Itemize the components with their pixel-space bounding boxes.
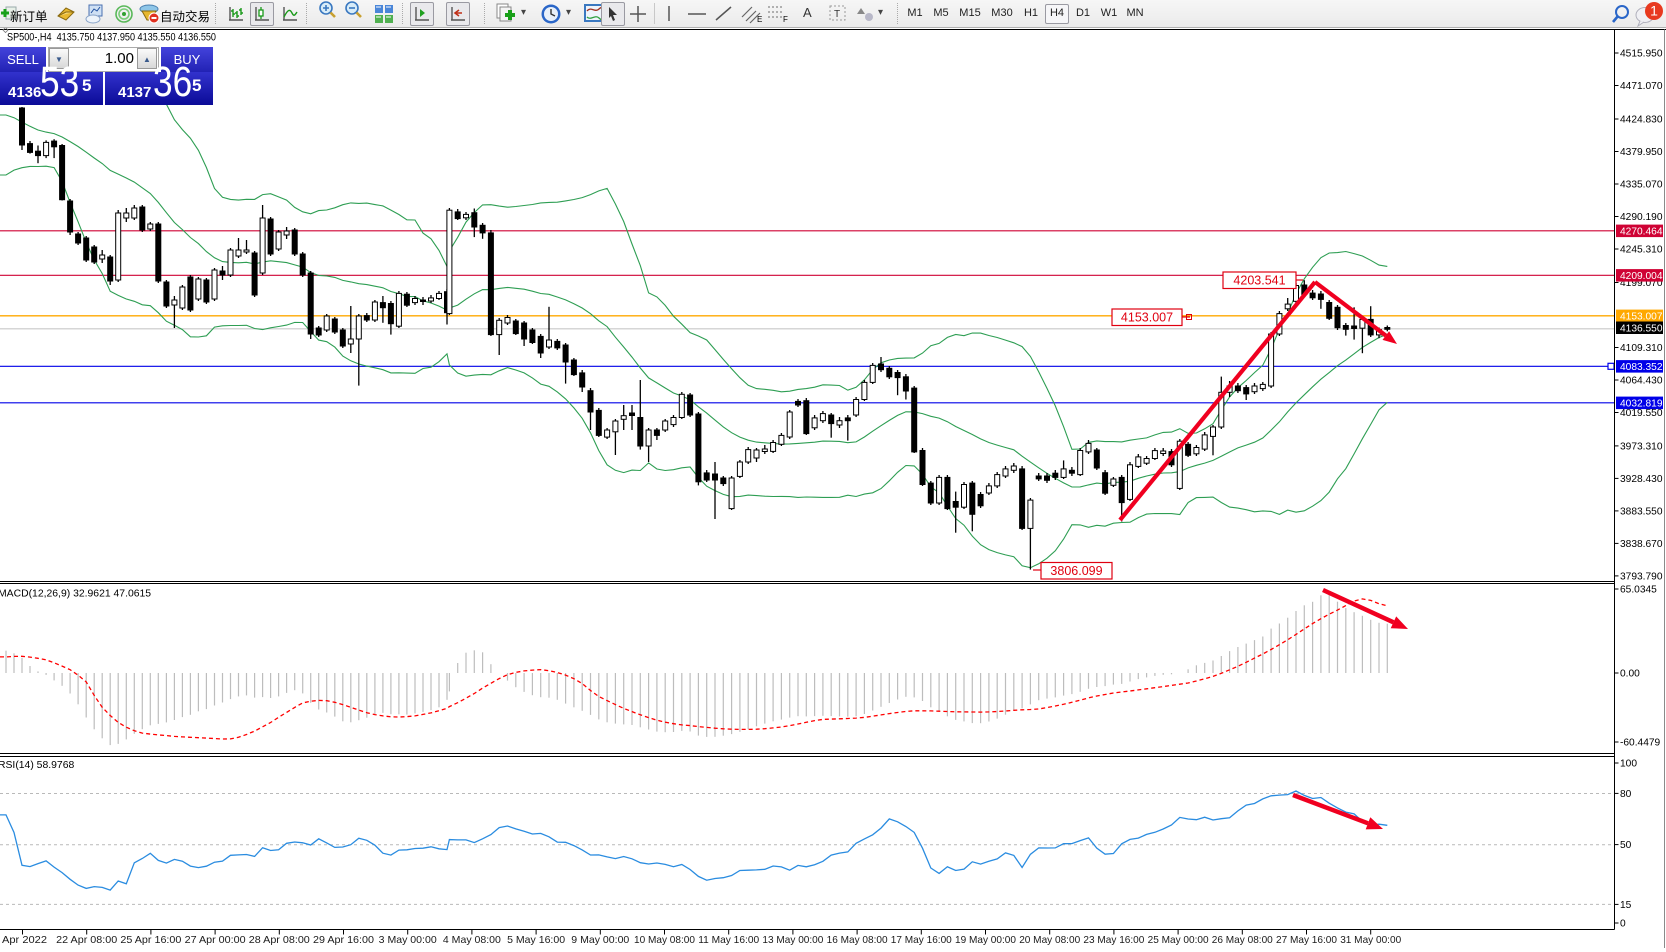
svg-text:0: 0 — [1620, 919, 1626, 930]
svg-text:4136.550: 4136.550 — [1620, 323, 1663, 334]
svg-text:4032.819: 4032.819 — [1620, 398, 1663, 409]
svg-text:28 Apr 08:00: 28 Apr 08:00 — [249, 934, 310, 946]
svg-text:3 May 00:00: 3 May 00:00 — [379, 934, 437, 946]
svg-text:Apr 2022: Apr 2022 — [2, 934, 47, 946]
svg-text:25 Apr 16:00: 25 Apr 16:00 — [120, 934, 181, 946]
svg-text:3973.310: 3973.310 — [1620, 442, 1663, 453]
svg-text:4335.070: 4335.070 — [1620, 180, 1663, 191]
svg-text:0.00: 0.00 — [1620, 669, 1640, 680]
svg-text:16 May 08:00: 16 May 08:00 — [827, 934, 888, 946]
svg-text:SP500-,H4 4135.750 4137.950 4: SP500-,H4 4135.750 4137.950 4135.550 413… — [7, 32, 216, 44]
svg-text:T: T — [834, 9, 840, 20]
svg-text:4270.464: 4270.464 — [1620, 226, 1663, 237]
svg-text:27 May 16:00: 27 May 16:00 — [1276, 934, 1337, 946]
svg-text:27 Apr 00:00: 27 Apr 00:00 — [185, 934, 246, 946]
svg-text:4083.352: 4083.352 — [1620, 362, 1663, 373]
svg-text:22 Apr 08:00: 22 Apr 08:00 — [56, 934, 117, 946]
svg-text:4203.541: 4203.541 — [1233, 274, 1285, 288]
svg-text:RSI(14) 58.9768: RSI(14) 58.9768 — [0, 760, 74, 771]
svg-text:4424.830: 4424.830 — [1620, 115, 1663, 126]
svg-text:4290.190: 4290.190 — [1620, 212, 1663, 223]
svg-text:50: 50 — [1620, 840, 1632, 851]
svg-text:4 May 08:00: 4 May 08:00 — [443, 934, 501, 946]
svg-text:4245.310: 4245.310 — [1620, 245, 1663, 256]
svg-text:F: F — [783, 15, 788, 24]
svg-text:3928.430: 3928.430 — [1620, 474, 1663, 485]
svg-text:-60.4479: -60.4479 — [1620, 738, 1661, 749]
svg-text:1: 1 — [1650, 3, 1658, 19]
svg-text:23 May 16:00: 23 May 16:00 — [1083, 934, 1144, 946]
svg-text:100: 100 — [1620, 759, 1637, 770]
svg-text:19 May 00:00: 19 May 00:00 — [955, 934, 1016, 946]
svg-text:4064.430: 4064.430 — [1620, 376, 1663, 387]
svg-text:3883.550: 3883.550 — [1620, 507, 1663, 518]
svg-text:31 May 00:00: 31 May 00:00 — [1340, 934, 1401, 946]
svg-text:4379.950: 4379.950 — [1620, 147, 1663, 158]
svg-text:9 May 00:00: 9 May 00:00 — [571, 934, 629, 946]
svg-text:15: 15 — [1620, 900, 1632, 911]
svg-text:25 May 00:00: 25 May 00:00 — [1148, 934, 1209, 946]
svg-text:29 Apr 16:00: 29 Apr 16:00 — [313, 934, 374, 946]
svg-text:3793.790: 3793.790 — [1620, 572, 1663, 583]
svg-text:26 May 08:00: 26 May 08:00 — [1212, 934, 1273, 946]
svg-text:10 May 08:00: 10 May 08:00 — [634, 934, 695, 946]
svg-text:13 May 00:00: 13 May 00:00 — [762, 934, 823, 946]
svg-text:3838.670: 3838.670 — [1620, 539, 1663, 550]
svg-text:3806.099: 3806.099 — [1050, 564, 1102, 578]
svg-text:E: E — [757, 15, 762, 24]
svg-text:5 May 16:00: 5 May 16:00 — [507, 934, 565, 946]
svg-text:4109.310: 4109.310 — [1620, 343, 1663, 354]
svg-text:20 May 08:00: 20 May 08:00 — [1019, 934, 1080, 946]
svg-text:4515.950: 4515.950 — [1620, 49, 1663, 60]
svg-text:80: 80 — [1620, 789, 1632, 800]
svg-text:4209.004: 4209.004 — [1620, 271, 1663, 282]
svg-text:4199.070: 4199.070 — [1620, 278, 1663, 289]
svg-text:65.0345: 65.0345 — [1620, 585, 1657, 596]
svg-text:4153.007: 4153.007 — [1620, 311, 1663, 322]
svg-text:17 May 16:00: 17 May 16:00 — [891, 934, 952, 946]
svg-text:4153.007: 4153.007 — [1121, 311, 1173, 325]
svg-text:MACD(12,26,9) 32.9621 47.0615: MACD(12,26,9) 32.9621 47.0615 — [0, 589, 151, 600]
svg-text:4471.070: 4471.070 — [1620, 81, 1663, 92]
svg-text:11 May 16:00: 11 May 16:00 — [698, 934, 759, 946]
svg-text:4019.550: 4019.550 — [1620, 408, 1663, 419]
